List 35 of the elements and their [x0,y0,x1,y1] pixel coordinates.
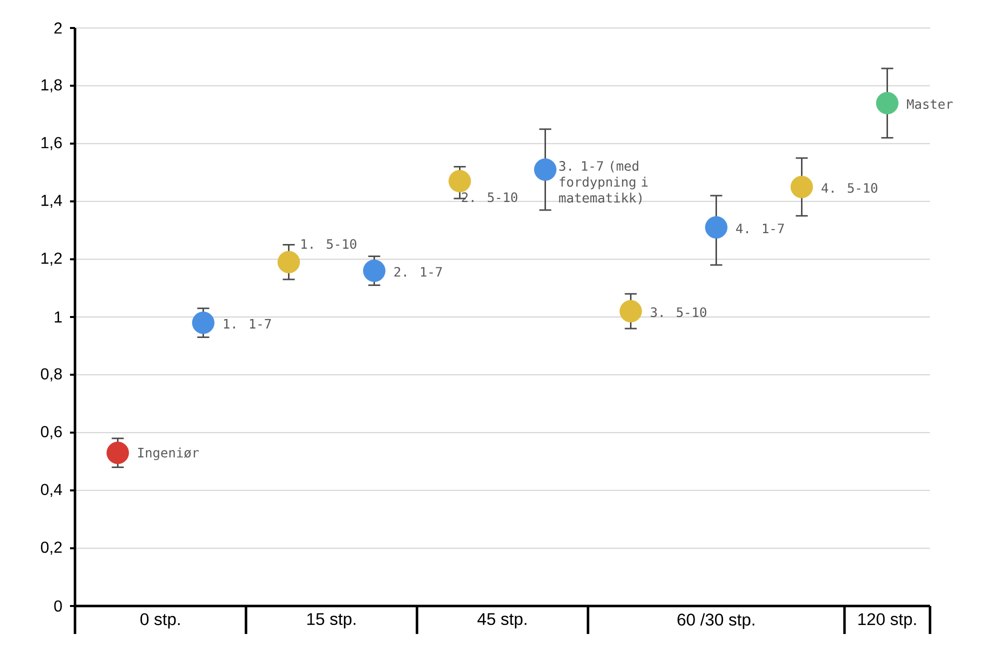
text: 60 /30 stp. [678,613,754,629]
text: 45 stp. [477,613,526,628]
y-tick-label: 0,4 [40,484,62,497]
annotation: Master [907,99,953,109]
y-tick-label: 1,2 [42,252,62,266]
point [192,312,214,334]
annotation: 2. 1-7 [394,266,442,277]
annotation: 4. 5-10 [822,183,878,193]
y-tick-label: 0 [54,600,62,612]
annotation: 3. 5-10 [650,307,706,318]
text: 0 stp. [140,613,180,629]
annotation: 4. 1-7 [736,224,784,234]
point [363,260,386,282]
point [620,300,642,322]
annotation: 3. 1-7 (med fordypning i matematikk) [559,160,648,204]
y-tick-label: 0,8 [40,368,62,382]
text: 120 stp. [858,613,916,629]
y-tick-label: 0,6 [40,426,62,440]
y-tick-label: 1,6 [42,137,62,150]
annotation: 1. 5-10 [302,239,356,249]
text: 15 stp. [307,613,356,628]
point [790,176,813,198]
point [278,250,300,274]
point [876,92,898,114]
annotation: Ingeniør [138,448,199,460]
point [448,170,471,192]
y-tick-label: 2 [54,22,62,34]
point [534,158,556,181]
y-tick-label: 0,2 [40,542,62,555]
y-tick-label: 1,8 [42,79,62,92]
annotation: 1. 1-7 [224,319,271,328]
point [705,216,728,239]
point [106,442,129,464]
y-tick-label: 1,4 [42,194,62,208]
y-tick-label: 1 [54,312,62,322]
